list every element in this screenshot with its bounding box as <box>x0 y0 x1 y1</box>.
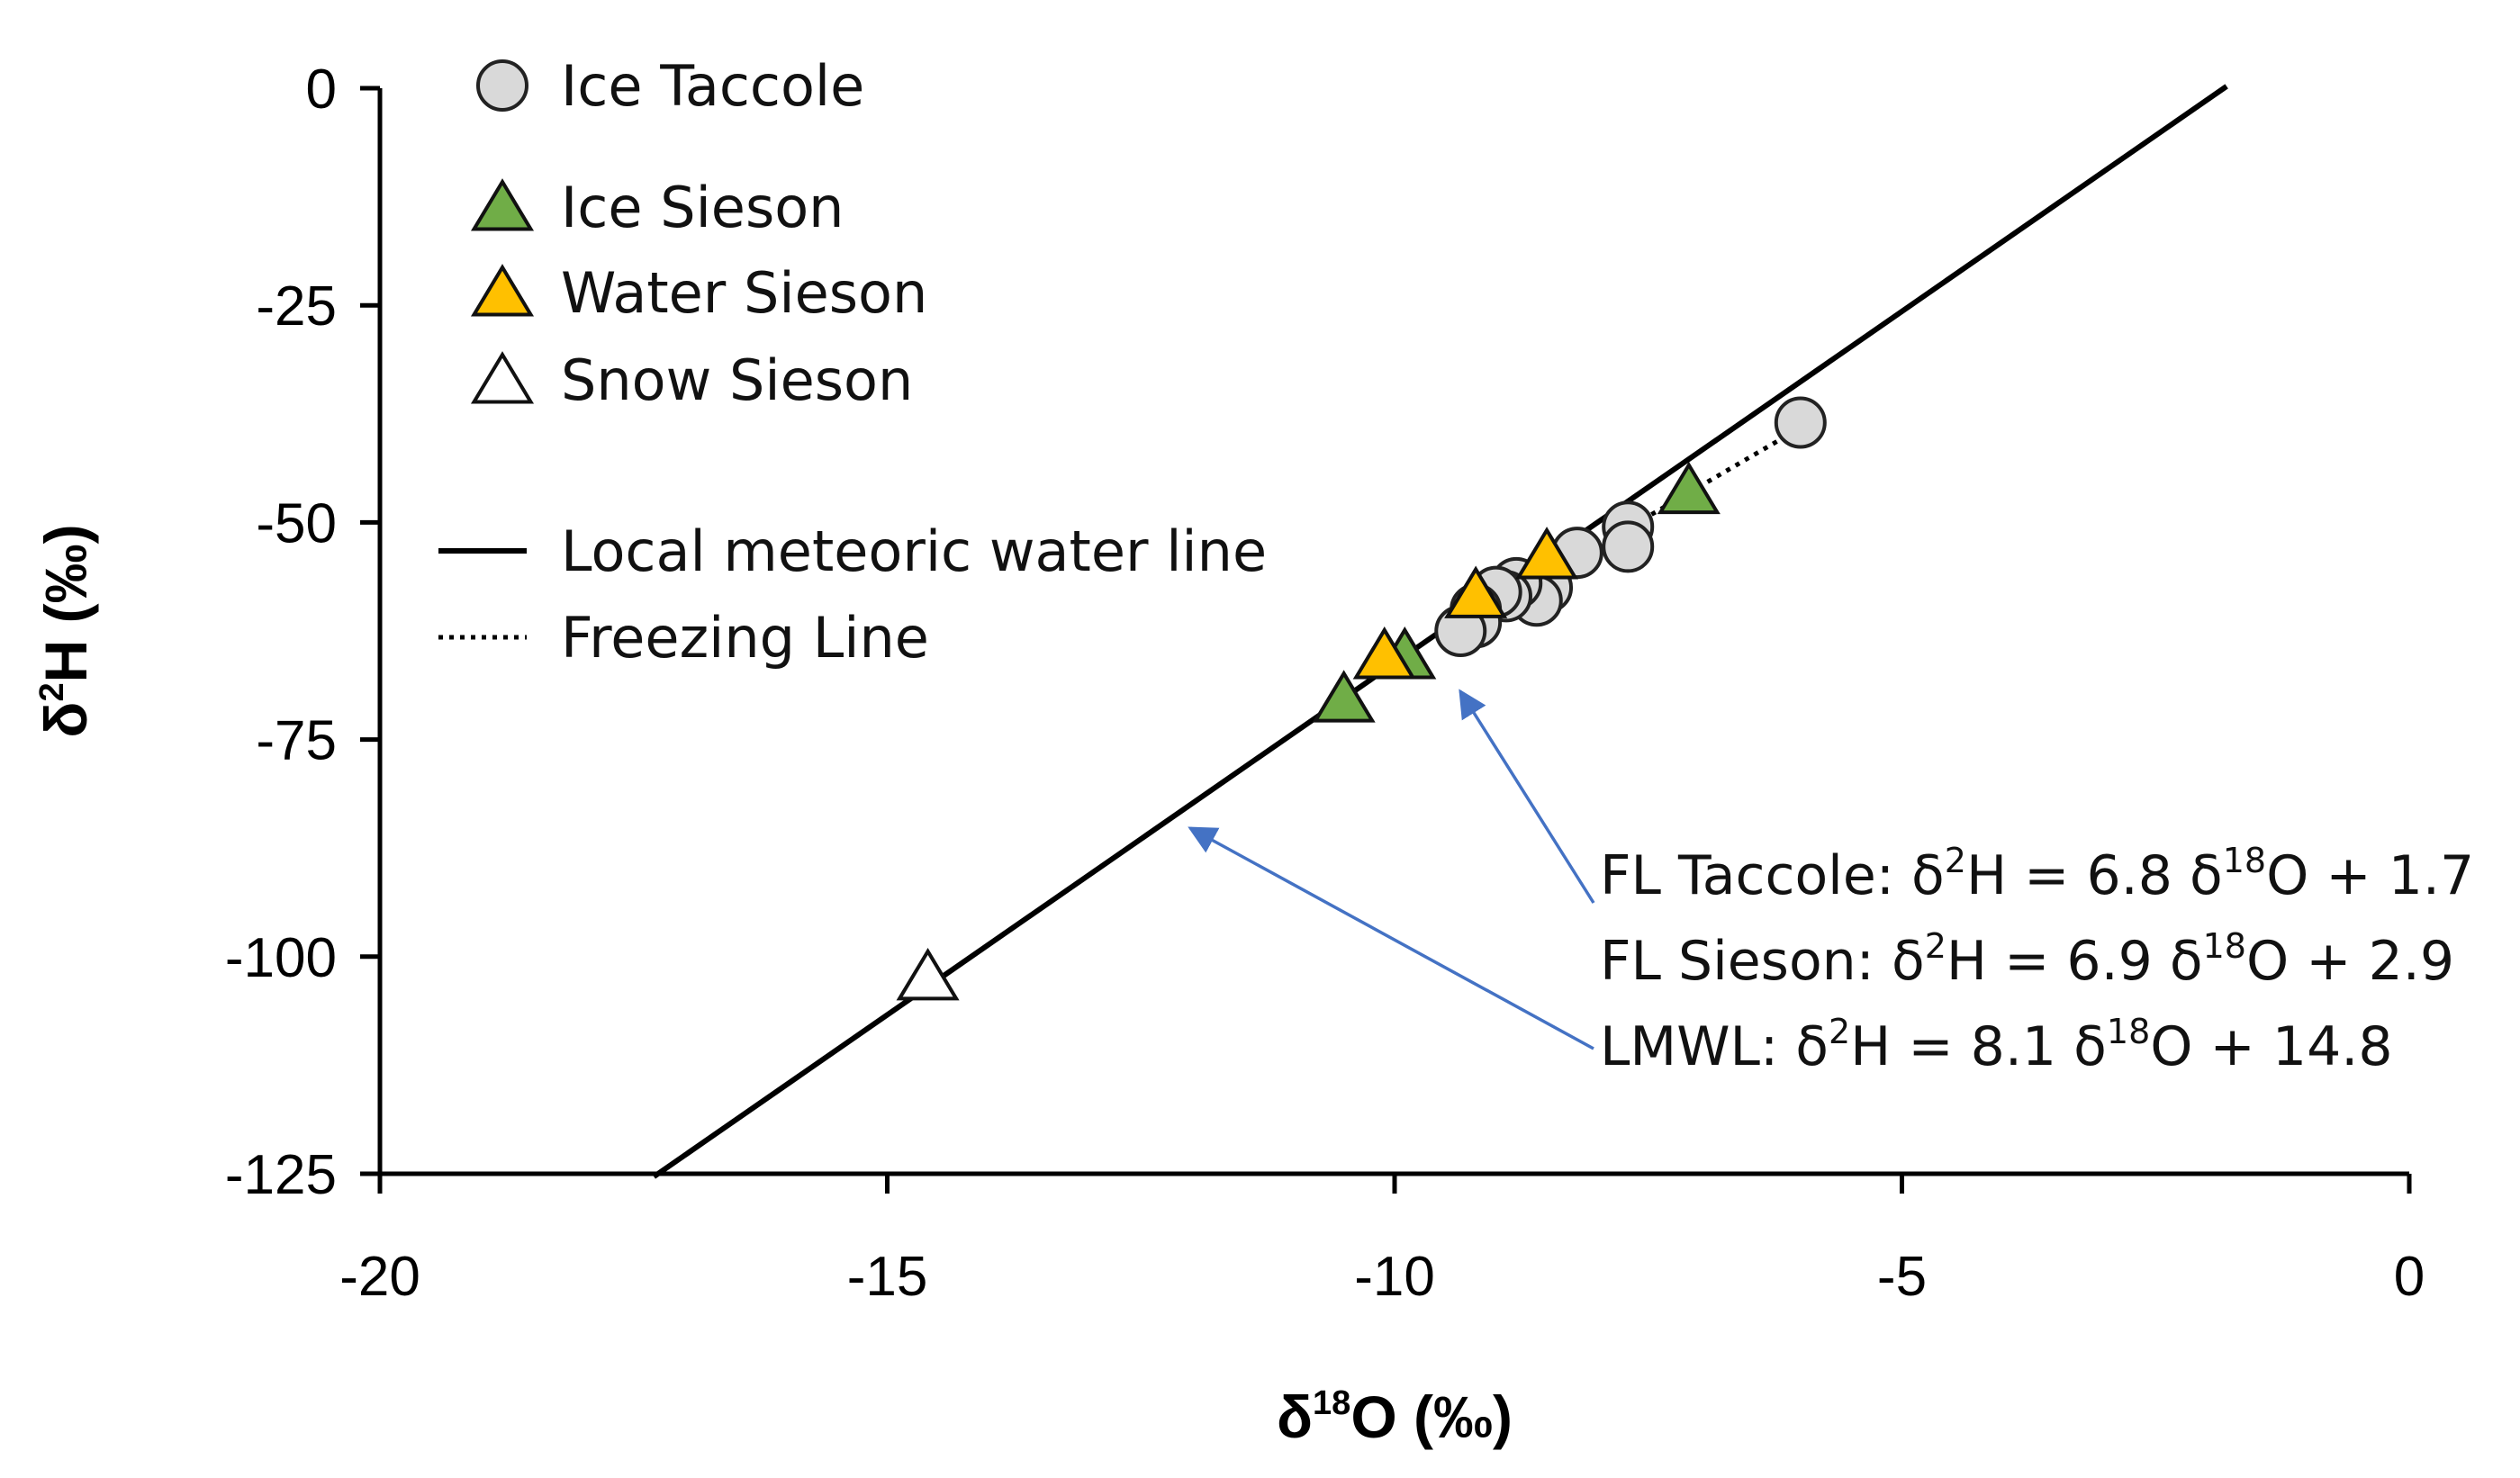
axes: 0-25-50-75-100-125-20 -15 -10 -5 0 <box>225 59 2425 1308</box>
legend-item-snow-sieson: Snow Sieson <box>470 347 913 413</box>
snow-sieson-point <box>896 948 960 1001</box>
y-tick-label: -125 <box>225 1144 337 1206</box>
legend-marker <box>476 59 528 112</box>
data-points <box>896 396 1827 1001</box>
annotation-arrows <box>1188 689 1595 1050</box>
legend-label: Water Sieson <box>561 260 927 326</box>
water-sieson-point <box>1515 527 1579 580</box>
equation-fl-taccole: FL Taccole: δ2H = 6.8 δ18O + 1.7 <box>1600 841 2474 907</box>
legend-label: Local meteoric water line <box>561 518 1267 584</box>
legend-marker <box>470 351 535 404</box>
legend-label: Ice Taccole <box>561 53 864 119</box>
x-axis-title: δ18O (‰) <box>1277 1383 1513 1450</box>
y-axis-title: δ2H (‰) <box>32 524 99 737</box>
legend-marker <box>470 264 535 317</box>
y-tick-label: -50 <box>256 492 337 554</box>
ice-taccole-point <box>1602 520 1655 573</box>
equations: FL Taccole: δ2H = 6.8 δ18O + 1.7 FL Sieso… <box>1600 841 2474 1078</box>
legend-item-freezing-line: Freezing Line <box>438 605 929 671</box>
equation-lmwl: LMWL: δ2H = 8.1 δ18O + 14.8 <box>1600 1012 2393 1078</box>
legend-label: Ice Sieson <box>561 175 844 240</box>
ice-sieson-point <box>1312 670 1376 723</box>
legend: Ice Taccole Ice Sieson Water Sieson Snow Si… <box>438 53 1267 671</box>
equation-fl-sieson: FL Sieson: δ2H = 6.9 δ18O + 2.9 <box>1600 926 2454 993</box>
x-tick-label: 0 <box>2394 1246 2425 1308</box>
x-tick-label: -20 <box>339 1246 420 1308</box>
ice-taccole-point <box>1774 396 1827 449</box>
x-tick-label: -5 <box>1877 1246 1927 1308</box>
legend-item-water-sieson: Water Sieson <box>470 260 927 326</box>
legend-item-local-meteoric-water-line: Local meteoric water line <box>438 518 1267 584</box>
water-sieson-point <box>1352 626 1416 680</box>
arrow-fl-taccole <box>1459 689 1595 904</box>
y-tick-label: -25 <box>256 275 337 338</box>
y-tick-label: -75 <box>256 710 337 772</box>
y-tick-label: 0 <box>306 59 337 121</box>
y-tick-label: -100 <box>225 927 337 989</box>
arrow-lmwl <box>1188 826 1594 1050</box>
x-tick-label: -10 <box>1354 1246 1435 1308</box>
water-sieson-point <box>1444 565 1508 618</box>
legend-label: Snow Sieson <box>561 347 913 413</box>
legend-label: Freezing Line <box>561 605 929 671</box>
legend-item-ice-taccole: Ice Taccole <box>476 53 864 119</box>
ice-sieson-point <box>1657 461 1721 515</box>
legend-item-ice-sieson: Ice Sieson <box>470 175 844 240</box>
legend-marker <box>470 178 535 231</box>
x-tick-label: -15 <box>847 1246 928 1308</box>
